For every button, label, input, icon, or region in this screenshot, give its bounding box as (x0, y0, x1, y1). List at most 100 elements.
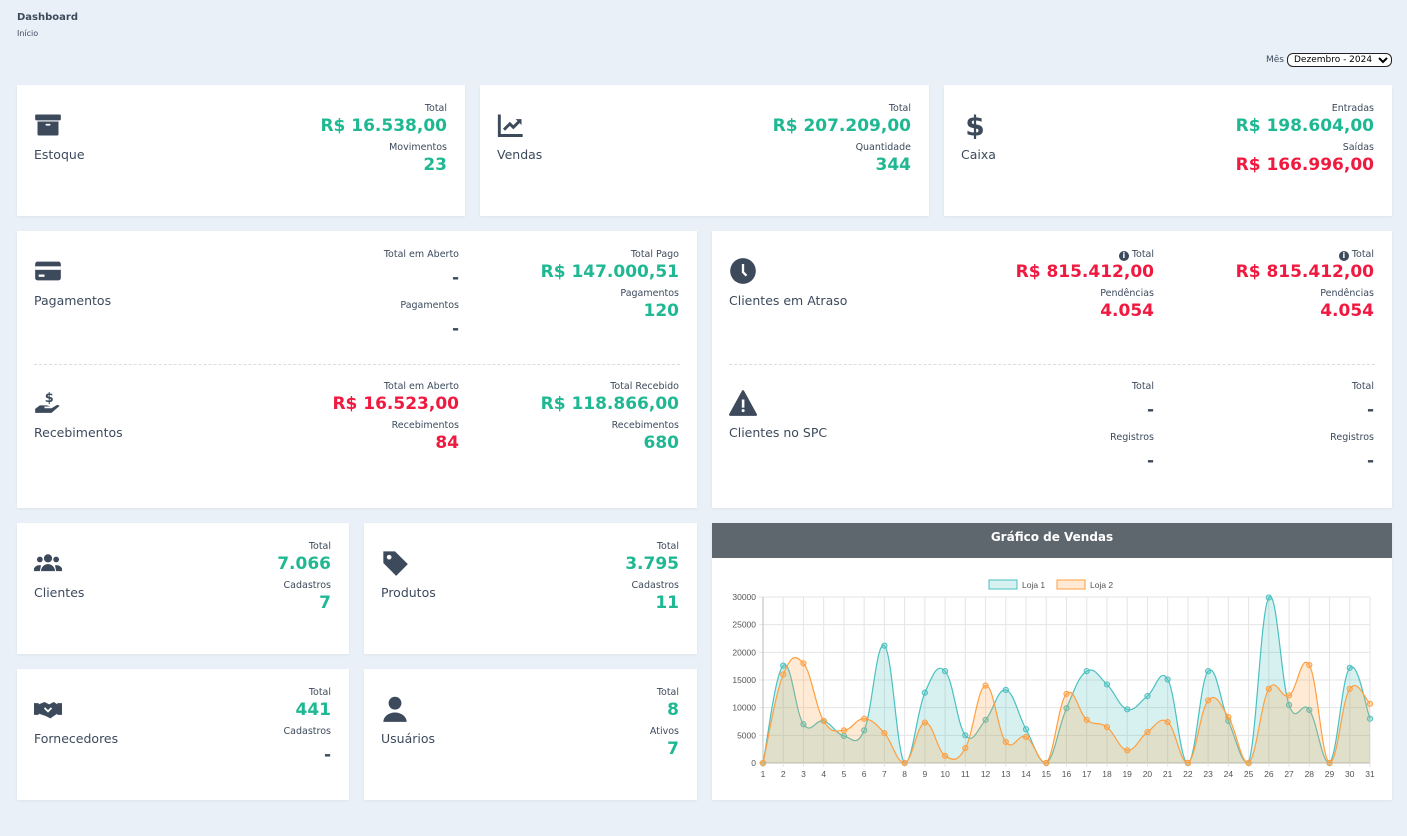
x-tick-label: 31 (1365, 769, 1375, 779)
data-point (1265, 685, 1272, 692)
stat-label: i Total (1016, 248, 1154, 261)
stat-label: Total em Aberto (384, 248, 459, 261)
data-point (921, 689, 928, 696)
stat-column: Total 441 Cadastros - (284, 686, 331, 776)
stat-label-text: Total em Aberto (383, 381, 459, 392)
stat-value: 8 (667, 700, 679, 720)
stat-value: - (451, 268, 459, 288)
stat-column: Total em Aberto R$ 16.523,00 Recebimentos 8… (332, 380, 459, 458)
stat-value: R$ 815.412,00 (1235, 262, 1374, 282)
data-point (1245, 759, 1252, 767)
hand-dollar-icon: $ (34, 389, 62, 417)
x-tick-label: 15 (1042, 769, 1052, 779)
svg-text:$: $ (965, 111, 984, 139)
stat-label: Total (277, 540, 331, 553)
stat-value: 120 (643, 301, 680, 321)
clientes-title: Clientes (34, 585, 85, 600)
stat-column: Total 8 Ativos 7 (650, 686, 679, 764)
stat-value: 11 (655, 593, 679, 613)
stat-column: Total R$ 207.209,00 Quantidade 344 (773, 102, 911, 180)
recebimentos-title: Recebimentos (34, 425, 123, 440)
stat-label-text: Pagamentos (620, 288, 679, 299)
data-point (1205, 668, 1212, 675)
users-icon (33, 549, 63, 577)
stat-value: R$ 198.604,00 (1235, 116, 1374, 136)
stat-value: - (1366, 400, 1374, 420)
data-point (820, 717, 827, 725)
stat-label-text: Pendências (1100, 288, 1154, 299)
stat-column: Entradas R$ 198.604,00 Saídas R$ 166.996,00 (1236, 102, 1374, 180)
x-tick-label: 20 (1143, 769, 1153, 779)
vendas-card: Vendas Total R$ 207.209,00 Quantidade 344 (480, 85, 929, 216)
x-tick-label: 9 (922, 769, 927, 779)
data-point (1144, 692, 1151, 700)
y-tick-label: 10000 (732, 703, 756, 713)
data-point (942, 668, 949, 675)
stat-label: Total Recebido (541, 380, 679, 393)
x-tick-label: 30 (1345, 769, 1355, 779)
stat-label: Pagamentos (541, 287, 679, 300)
caixa-title: Caixa (961, 147, 996, 162)
data-point (800, 660, 807, 667)
stat-value: 441 (295, 700, 332, 720)
info-icon[interactable]: i (1118, 251, 1129, 261)
stat-label-text: Pendências (1320, 288, 1374, 299)
stat-label-text: Saídas (1342, 142, 1374, 153)
stat-label-text: Total Pago (630, 249, 679, 260)
stat-value: - (1146, 451, 1154, 471)
data-point (1346, 664, 1353, 671)
stat-label: Cadastros (625, 579, 679, 592)
x-tick-label: 8 (902, 769, 907, 779)
stat-column: Total Pago R$ 147.000,51 Pagamentos 120 (541, 248, 679, 326)
x-tick-label: 24 (1224, 769, 1234, 779)
data-point (982, 682, 989, 689)
x-tick-label: 27 (1284, 769, 1294, 779)
pagamentos-title: Pagamentos (34, 293, 112, 308)
y-tick-label: 5000 (737, 730, 756, 740)
stat-column: Total - Registros - (1110, 380, 1154, 482)
stat-label: Total Pago (541, 248, 679, 261)
produtos-card: Produtos Total 3.795 Cadastros 11 (364, 523, 697, 654)
stat-label: Pendências (1236, 287, 1374, 300)
stat-label-text: Cadastros (283, 726, 331, 737)
vendas-title: Vendas (497, 147, 543, 162)
month-select[interactable]: Dezembro - 2024 (1287, 53, 1392, 67)
data-point (1063, 705, 1070, 712)
data-point (1306, 661, 1313, 669)
stat-label-text: Registros (1330, 432, 1374, 443)
data-point (942, 752, 949, 759)
stat-label: Pendências (1016, 287, 1154, 300)
stat-value: R$ 16.523,00 (332, 394, 459, 414)
month-filter: Mês Dezembro - 2024 (1266, 53, 1392, 67)
stat-label: Recebimentos (332, 419, 459, 432)
stat-label-text: Total (308, 541, 331, 552)
stat-value: 344 (875, 155, 912, 175)
usuarios-card: Usuários Total 8 Ativos 7 (364, 669, 697, 800)
y-tick-label: 20000 (732, 647, 756, 657)
stat-value: R$ 118.866,00 (540, 394, 679, 414)
data-point (1205, 697, 1212, 704)
data-point (1022, 733, 1030, 741)
series-line-2 (762, 656, 1371, 764)
x-tick-label: 4 (821, 769, 826, 779)
stat-value: 7.066 (277, 554, 331, 574)
info-icon[interactable]: i (1338, 251, 1349, 261)
stat-label: Total (1330, 380, 1374, 393)
stat-label-text: Quantidade (855, 142, 911, 153)
month-label: Mês (1266, 55, 1284, 65)
estoque-title: Estoque (34, 147, 85, 162)
y-tick-label: 15000 (732, 675, 756, 685)
stat-label-text: Total (1351, 381, 1374, 392)
page-title: Dashboard (17, 12, 78, 23)
tag-icon (381, 549, 409, 577)
stat-label-text: Recebimentos (391, 420, 459, 431)
data-point (1346, 685, 1353, 692)
stat-label: Pagamentos (384, 299, 459, 312)
stat-value: 84 (435, 433, 459, 453)
usuarios-title: Usuários (381, 731, 436, 746)
stat-column: Total 3.795 Cadastros 11 (625, 540, 679, 618)
data-point (861, 727, 868, 734)
data-point (1002, 738, 1009, 746)
x-tick-label: 6 (862, 769, 867, 779)
